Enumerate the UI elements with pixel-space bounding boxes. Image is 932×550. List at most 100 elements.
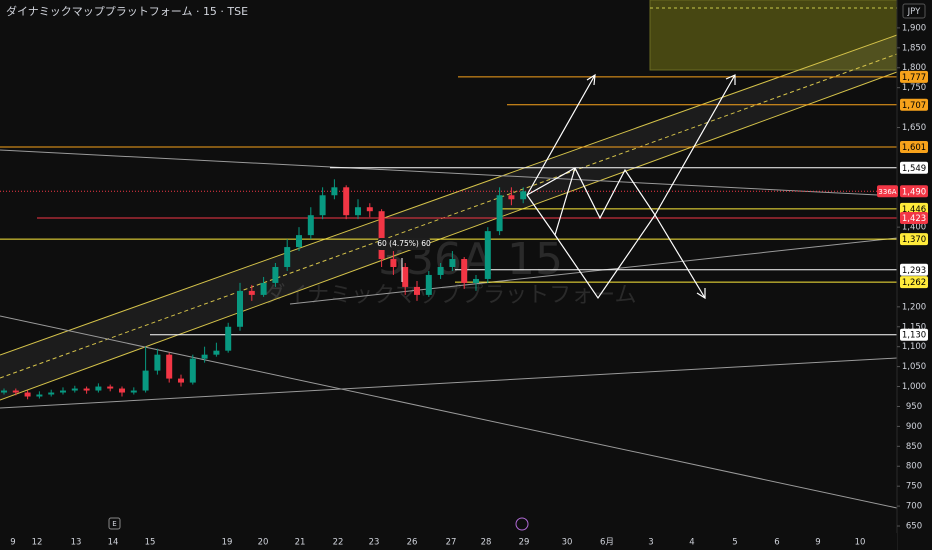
x-tick-label: 6	[774, 538, 779, 548]
x-tick-label: 14	[108, 538, 119, 548]
candle-body	[189, 358, 196, 383]
arrow-path	[526, 74, 736, 220]
level-tag	[900, 263, 928, 276]
x-tick-label: 27	[446, 538, 457, 548]
level-label: 1,601	[902, 143, 926, 153]
y-tick-label: 700	[906, 502, 922, 512]
candle-body	[496, 195, 503, 232]
candle-body	[378, 211, 385, 260]
candle-body	[307, 215, 314, 236]
candle-body	[237, 290, 243, 327]
candle-body	[355, 207, 361, 216]
event-marker: E	[112, 520, 116, 528]
arrow-path	[554, 167, 576, 236]
x-tick-label: 9	[10, 538, 15, 548]
candle-body	[71, 388, 78, 391]
level-label: 1,777	[902, 73, 926, 83]
level-label: 1,370	[902, 235, 926, 245]
x-tick-label: 26	[407, 538, 418, 548]
candle-body	[60, 390, 66, 393]
arrow-head	[586, 73, 596, 86]
level-label: 1,262	[902, 278, 926, 288]
candle-body	[107, 386, 114, 389]
candle-body	[319, 195, 326, 216]
level-label: 1,446	[902, 205, 926, 215]
candle-body	[83, 388, 90, 391]
x-tick-label: 23	[369, 538, 380, 548]
level-label: 1,707	[902, 101, 926, 111]
x-tick-label: 15	[145, 538, 156, 548]
y-tick-label: 650	[906, 522, 922, 532]
y-tick-label: 1,650	[902, 123, 926, 133]
level-tag	[900, 233, 928, 246]
x-tick-label: 6月	[600, 538, 614, 548]
levels	[0, 76, 897, 336]
y-tick-label: 1,800	[902, 63, 926, 73]
x-tick-label: 29	[519, 538, 530, 548]
level-tag	[900, 70, 928, 83]
x-tick-label: 4	[689, 538, 694, 548]
x-tick-label: 9	[815, 538, 820, 548]
dividend-marker	[515, 517, 529, 531]
x-tick-label: 5	[732, 538, 737, 548]
x-tick-label: 20	[258, 538, 269, 548]
y-tick-label: 950	[906, 402, 922, 412]
candle-body	[414, 286, 420, 295]
level-label: 1,423	[902, 214, 926, 224]
candle-body	[24, 392, 31, 397]
candle-body	[260, 282, 267, 295]
candle-body	[48, 392, 55, 395]
level-label: 1,549	[902, 164, 926, 174]
watermark-name: ダイナミックマッププラットフォーム	[264, 283, 637, 308]
candle-body	[130, 390, 137, 393]
y-tick-label: 850	[906, 442, 922, 452]
candle-body	[425, 274, 432, 295]
candle-body	[473, 278, 479, 283]
candle-body	[484, 231, 491, 279]
arrow-path	[526, 74, 596, 196]
candle-body	[201, 354, 208, 359]
y-tick-label: 900	[906, 422, 922, 432]
candle-body	[36, 394, 43, 397]
candle-body	[508, 195, 515, 200]
candle-body	[331, 187, 338, 196]
x-tick-label: 30	[562, 538, 573, 548]
level-tag	[900, 276, 928, 289]
candle-body	[343, 187, 350, 216]
x-tick-label: 10	[855, 538, 866, 548]
measure-box	[378, 238, 430, 250]
measure-label: 60 (4.75%) 60	[377, 239, 431, 248]
currency: JPY	[907, 7, 921, 17]
y-tick-label: 1,000	[902, 382, 926, 392]
chart-title: ダイナミックマッププラットフォーム · 15 · TSE	[6, 4, 248, 18]
y-tick-label: 800	[906, 462, 922, 472]
y-tick-label: 1,050	[902, 362, 926, 372]
level-tag	[900, 202, 928, 215]
trendline	[289, 237, 898, 305]
y-tick-label: 1,850	[902, 43, 926, 53]
candle-body	[119, 388, 125, 393]
candle-body	[272, 266, 279, 283]
level-tag	[900, 211, 928, 224]
candles	[1, 179, 527, 400]
candle-body	[390, 259, 397, 267]
last-price-label: 1,490	[902, 187, 926, 197]
trendline	[0, 149, 898, 197]
level-label: 1,130	[902, 331, 926, 341]
arrow-path	[526, 194, 706, 300]
trendline	[0, 315, 898, 509]
level-tag	[900, 141, 928, 154]
candle-body	[142, 370, 149, 391]
currency-box	[902, 3, 926, 19]
candle-body	[461, 259, 468, 283]
x-axis-panel	[0, 533, 897, 550]
candle-body	[213, 350, 220, 355]
candle-body	[402, 266, 409, 287]
candle-body	[437, 266, 444, 275]
candle-body	[366, 207, 373, 212]
candle-body	[178, 378, 184, 383]
x-tick-label: 19	[222, 538, 233, 548]
arrow-head	[725, 74, 736, 85]
candle-body	[449, 259, 456, 267]
level-tag	[900, 98, 928, 111]
